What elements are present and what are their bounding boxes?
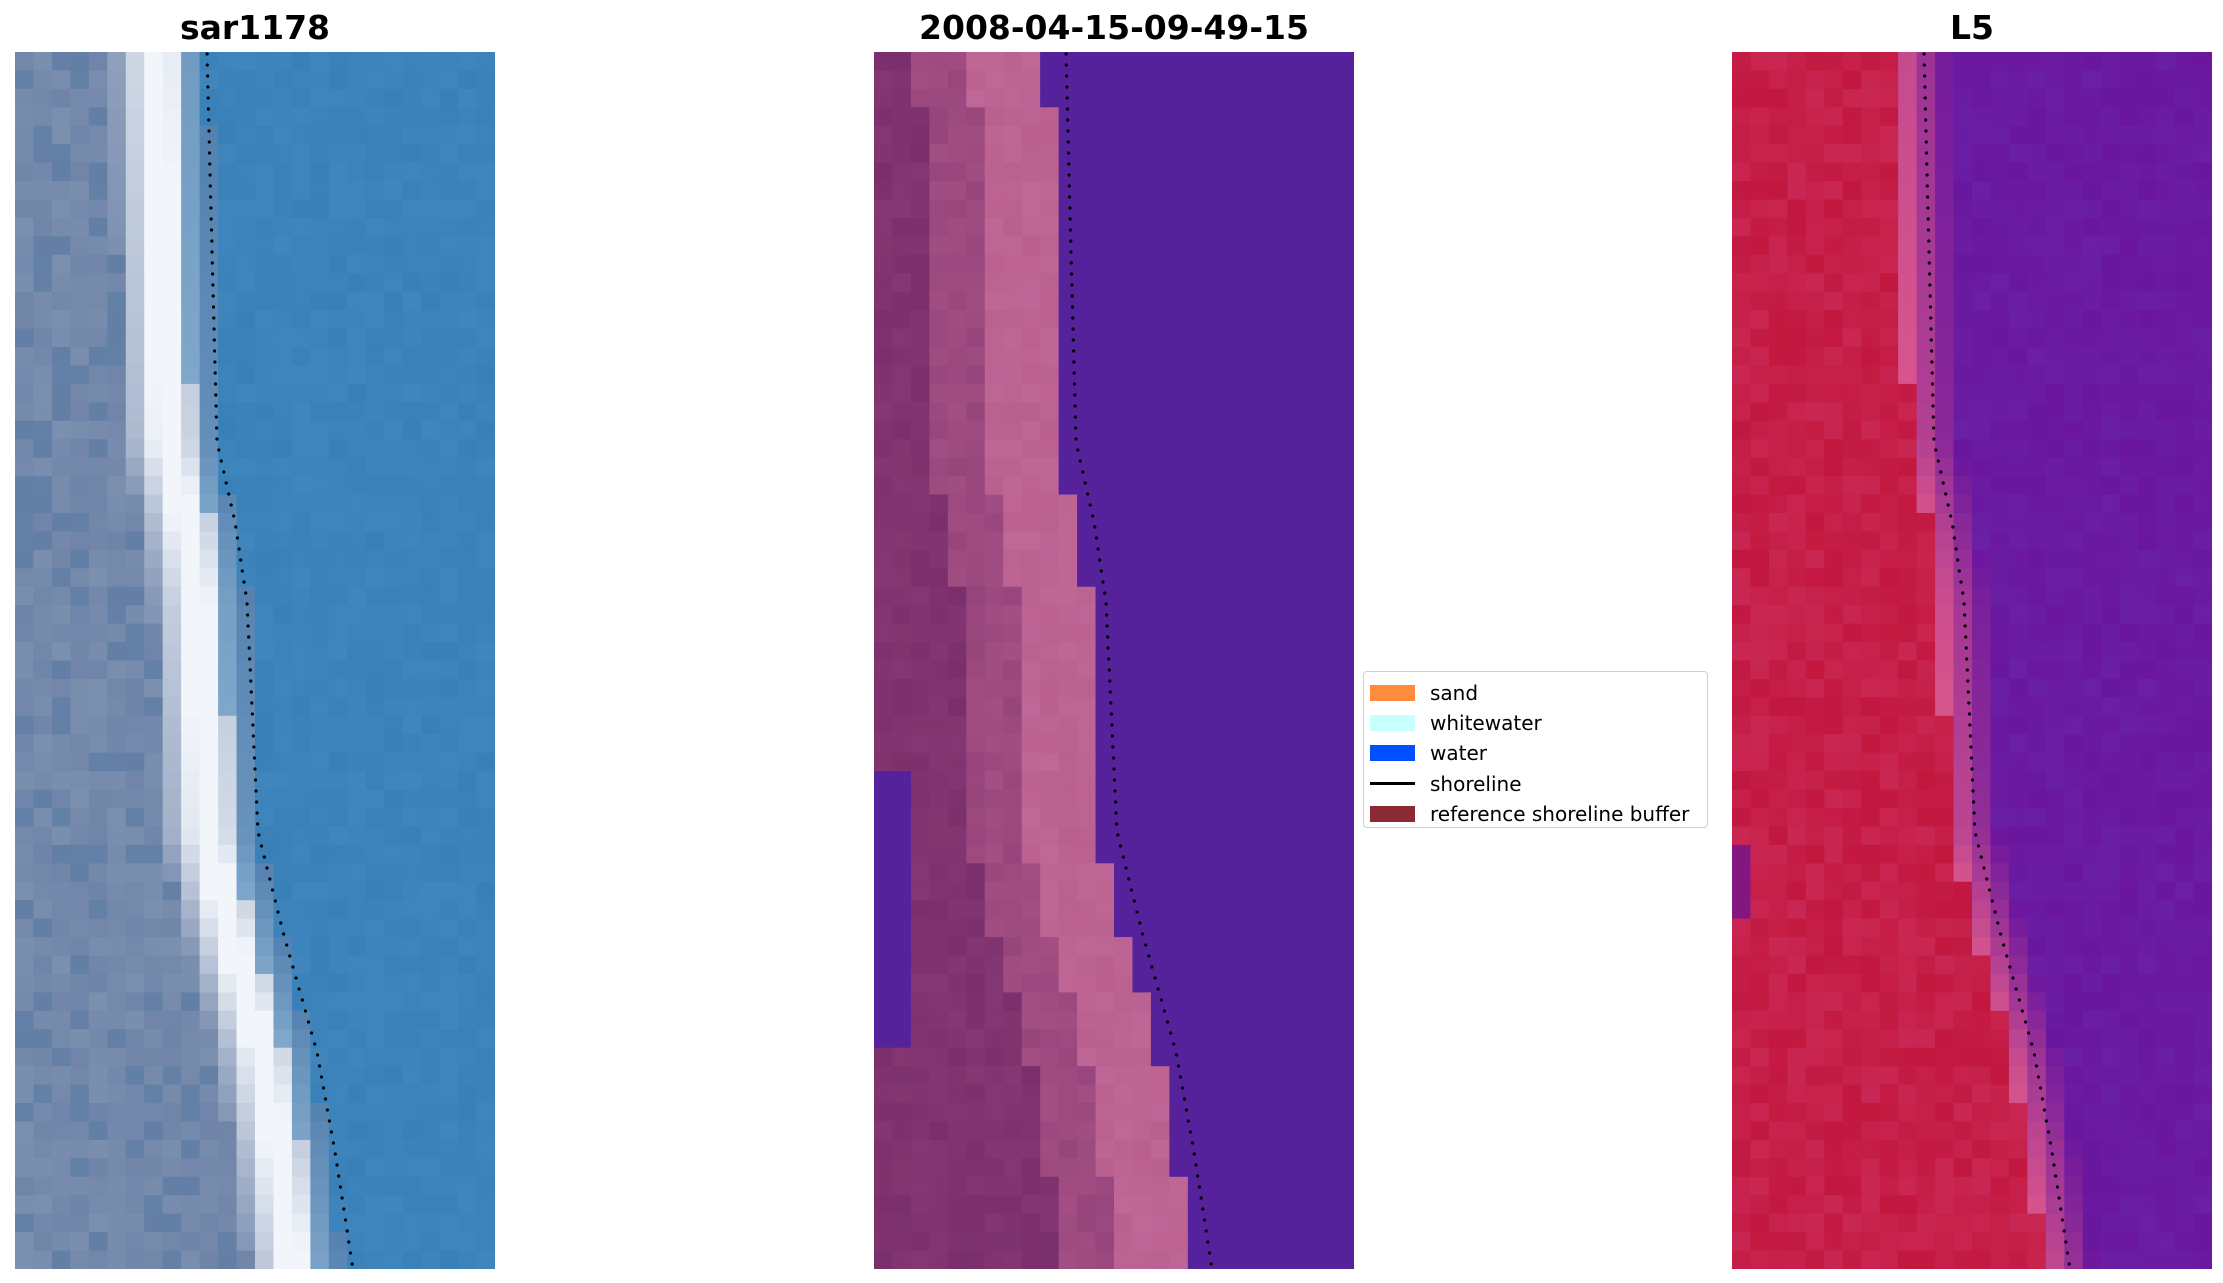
legend-item-water: water [1370,738,1697,768]
rgb-image [15,52,495,1269]
panel-title-rgb: sar1178 [179,8,331,47]
shoreline-line-swatch [1370,782,1415,786]
classified-image-panel [874,52,1354,1269]
legend-label: sand [1430,681,1479,706]
legend-item-shoreline: shoreline [1370,769,1697,799]
shoreline-dots [1064,52,1213,1266]
index-image [1732,52,2212,1269]
legend-item-whitewater: whitewater [1370,708,1697,738]
sand-swatch [1370,685,1415,702]
index-image-panel [1732,52,2212,1269]
rgb-image-panel [15,52,495,1269]
legend-label: shoreline [1430,771,1522,796]
legend-label: whitewater [1430,711,1542,736]
shoreline-dots [1922,52,2071,1266]
panel-title-index: L5 [1950,8,1994,47]
whitewater-swatch [1370,715,1415,732]
legend-item-sand: sand [1370,678,1697,708]
classified-image [874,52,1354,1269]
legend-label: water [1430,741,1487,766]
legend-label: reference shoreline buffer [1430,801,1690,826]
water-swatch [1370,745,1415,762]
panel-title-classified: 2008-04-15-09-49-15 [919,8,1309,47]
reference-buffer-swatch [1370,805,1415,822]
shoreline-dots [205,52,354,1266]
legend: sand whitewater water shoreline referenc… [1363,671,1708,828]
legend-item-reference-shoreline-buffer: reference shoreline buffer [1370,799,1697,829]
